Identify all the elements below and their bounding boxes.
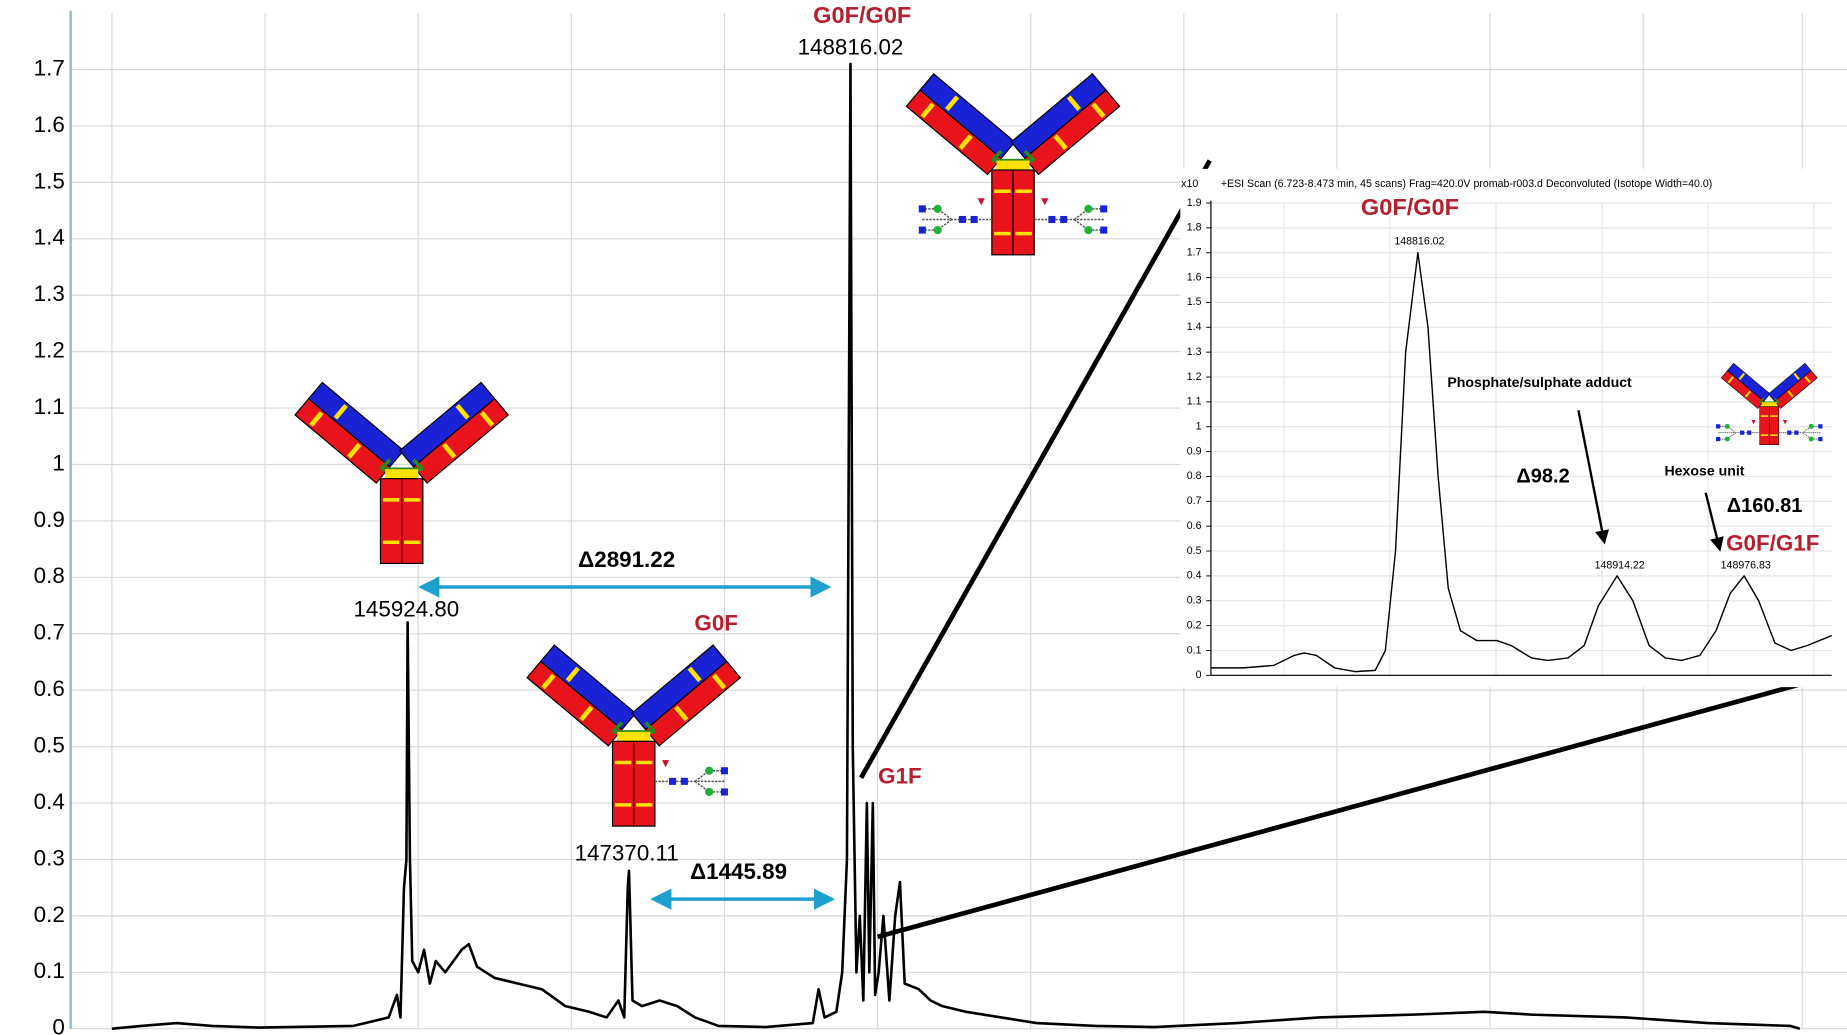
annotation: 147370.11: [575, 840, 679, 865]
y-tick-label: 1.1: [34, 394, 65, 419]
glycan: [1033, 197, 1108, 235]
y-tick-label: 1.3: [1187, 346, 1202, 358]
y-tick-label: 1.9: [1187, 197, 1202, 209]
inset-title: +ESI Scan (6.723-8.473 min, 45 scans) Fr…: [1221, 178, 1712, 190]
annotation: Hexose unit: [1664, 462, 1744, 478]
y-tick-label: 0.9: [1187, 445, 1202, 457]
y-tick-label: 0: [52, 1015, 64, 1035]
annotation: G0F/G1F: [1726, 530, 1819, 555]
y-tick-label: 1.2: [1187, 371, 1202, 383]
y-tick-label: 0.8: [34, 563, 65, 588]
annotation: Δ1445.89: [690, 859, 787, 884]
inset-background: [1180, 168, 1847, 688]
y-tick-label: 0.7: [1187, 495, 1202, 507]
annotation: G0F/G0F: [813, 2, 911, 28]
y-tick-label: 1.5: [34, 168, 65, 193]
y-tick-label: 1.8: [1187, 222, 1202, 234]
spectrum-line: [1210, 252, 1832, 673]
y-tick-label: 1.4: [1187, 321, 1202, 333]
antibody-icon: [295, 382, 508, 563]
y-tick-label: 1: [52, 450, 64, 475]
y-axis-label: x10: [1181, 178, 1198, 190]
y-tick-label: 1.3: [34, 281, 65, 306]
y-tick-label: 0.2: [34, 902, 65, 927]
y-tick-label: 0: [1196, 669, 1202, 681]
annotation: Phosphate/sulphate adduct: [1447, 374, 1632, 390]
spectrum-line: [111, 62, 1801, 1031]
inset-spectrum: 0 0.1 0.2 0.3 0.4 0.5 0.6 0.7 0.8 0.9 1 1.1 1.2 1.3 1.…: [1181, 178, 1832, 681]
y-tick-label: 0.3: [34, 845, 65, 870]
y-tick-label: 0.1: [34, 958, 65, 983]
y-tick-label: 0.9: [34, 507, 65, 532]
y-tick-label: 1: [1196, 421, 1202, 433]
y-tick-label: 0.4: [34, 789, 65, 814]
y-tick-label: 0.1: [1187, 644, 1202, 656]
annotation: Δ98.2: [1516, 466, 1569, 488]
annotation: Δ2891.22: [578, 547, 675, 572]
annotation: G0F/G0F: [1361, 194, 1459, 220]
y-tick-label: 1.4: [34, 225, 65, 250]
inset-decor: [1577, 363, 1823, 552]
annotation: 148816.02: [1394, 236, 1444, 248]
annotation: 148914.22: [1595, 560, 1645, 572]
y-tick-label: 1.5: [1187, 296, 1202, 308]
y-tick-label: 1.7: [1187, 247, 1202, 259]
annotation: G0F: [694, 611, 738, 636]
annotation: 148976.83: [1721, 560, 1771, 572]
y-tick-label: 0.6: [1187, 520, 1202, 532]
annotation-arrow: [1577, 410, 1610, 545]
y-tick-label: 0.7: [34, 620, 65, 645]
annotation: G1F: [878, 764, 922, 789]
y-tick-label: 0.4: [1187, 570, 1202, 582]
y-tick-label: 0.2: [1187, 619, 1202, 631]
y-tick-label: 0.8: [1187, 470, 1202, 482]
glycan: [918, 197, 993, 235]
glycan: [654, 759, 729, 797]
y-tick-label: 1.7: [34, 55, 65, 80]
y-tick-label: 1.1: [1187, 396, 1202, 408]
connector-lines: [418, 159, 1813, 940]
zoom-line: [859, 159, 1212, 779]
y-tick-label: 0.3: [1187, 595, 1202, 607]
y-tick-label: 1.2: [34, 338, 65, 363]
annotation-arrow: [1704, 492, 1724, 552]
antibody-icon: [527, 645, 740, 826]
y-tick-label: 0.5: [34, 733, 65, 758]
zoom-line: [876, 678, 1813, 940]
annotation: 145924.80: [353, 596, 459, 621]
y-tick-label: 0.5: [1187, 545, 1202, 557]
y-tick-label: 0.6: [34, 676, 65, 701]
y-tick-label: 1.6: [34, 112, 65, 137]
annotation: Δ160.81: [1727, 495, 1803, 517]
y-tick-label: 1.6: [1187, 271, 1202, 283]
annotation: 148816.02: [798, 35, 904, 60]
